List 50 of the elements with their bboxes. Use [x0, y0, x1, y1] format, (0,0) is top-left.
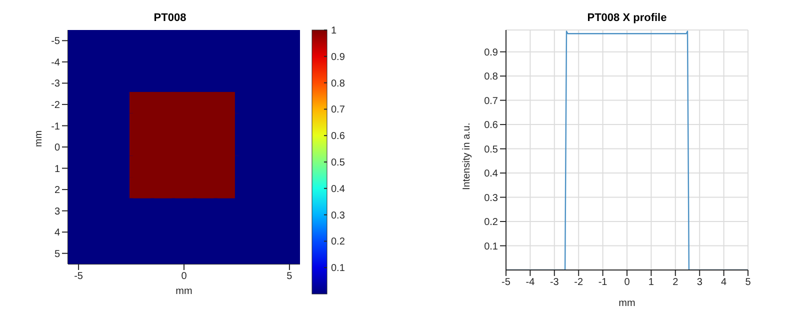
color-bar-label: 0.4	[331, 184, 346, 195]
color-bar-label: 0.6	[331, 131, 346, 142]
x-tick-label: 0	[624, 277, 630, 288]
color-bar-label: 0.3	[331, 210, 346, 222]
x-tick-label: 5	[745, 277, 752, 288]
y-tick-label: 0.6	[484, 120, 498, 132]
y-tick-label: -1	[51, 121, 60, 132]
x-tick-label: -3	[550, 277, 560, 288]
y-tick-label: 0.4	[484, 168, 498, 180]
chart-title: PT008 X profile	[586, 12, 668, 24]
color-bar-label: 0.1	[331, 263, 346, 274]
y-tick-label: -5	[51, 36, 60, 48]
y-tick-label: 0.7	[484, 96, 498, 107]
y-tick-label: -3	[51, 78, 60, 90]
color-bar-label: 0.7	[331, 104, 346, 116]
y-tick-label: 0.2	[484, 217, 498, 228]
y-tick-label: 3	[54, 206, 60, 218]
y-tick-label: 1	[54, 164, 60, 175]
y-tick-label: 0.1	[484, 241, 498, 252]
x-tick-label: 5	[286, 271, 293, 282]
color-bar-label: 0.2	[331, 236, 346, 248]
y-axis-title: Intensity in a.u.	[462, 122, 473, 190]
y-tick-label: 4	[54, 228, 60, 239]
color-bar-label: 0.9	[331, 52, 346, 63]
x-tick-label: 2	[672, 277, 679, 288]
y-tick-label: 5	[54, 248, 60, 260]
x-tick-label: 1	[648, 277, 654, 288]
x-axis-title: mm	[618, 298, 636, 309]
x-tick-label: 0	[181, 271, 188, 282]
x-tick-label: -1	[598, 277, 608, 288]
x-tick-label: -5	[502, 277, 511, 288]
color-bar-label: 0.8	[331, 78, 346, 90]
x-tick-label: -5	[74, 271, 84, 282]
x-tick-label: -2	[574, 277, 584, 288]
y-tick-label: 0.5	[484, 144, 498, 156]
x-tick-label: -4	[526, 277, 536, 288]
x-tick-label: 4	[721, 277, 728, 288]
y-tick-label: 2	[54, 185, 60, 196]
y-axis-title: mm	[34, 130, 45, 147]
y-tick-label: 0.8	[484, 72, 498, 83]
color-bar-label: 1	[331, 26, 337, 36]
x-axis-title: mm	[176, 286, 192, 297]
chart-title: PT008	[152, 12, 188, 24]
y-tick-label: -2	[51, 100, 60, 112]
y-tick-label: 0	[54, 142, 60, 154]
y-tick-label: -4	[51, 57, 60, 68]
y-tick-label: 0.9	[484, 47, 498, 58]
color-bar-label: 0.5	[331, 158, 346, 168]
x-tick-label: 3	[696, 277, 703, 288]
y-tick-label: 0.3	[484, 192, 498, 204]
